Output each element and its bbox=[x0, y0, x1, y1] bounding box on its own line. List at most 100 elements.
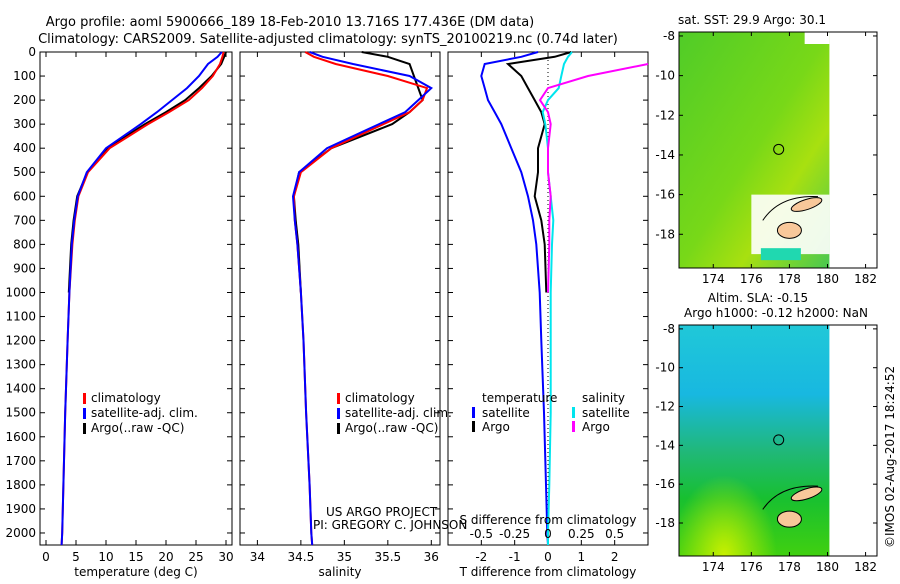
argo-position-marker bbox=[773, 143, 785, 155]
island-vanua-levu bbox=[790, 486, 823, 502]
legend-swatch bbox=[83, 393, 86, 404]
island-viti-levu bbox=[776, 510, 802, 528]
y-tick-label: 1800 bbox=[5, 478, 36, 492]
sla-map-title-2: Argo h1000: -0.12 h2000: NaN bbox=[684, 306, 868, 320]
x-tick-label: 34 bbox=[250, 550, 265, 564]
map-field-highlight bbox=[679, 325, 830, 556]
legend-label: satellite bbox=[482, 406, 530, 420]
pi-label: PI: GREGORY C. JOHNSON bbox=[313, 518, 467, 532]
legend-swatch bbox=[572, 421, 575, 432]
sst-map: 174 176 178 180 182 -8 -10 -12 -14 -16 -18 bbox=[655, 29, 878, 286]
y-tick-label: 2000 bbox=[5, 526, 36, 540]
lon-tick-label: 176 bbox=[740, 560, 763, 574]
series-line-temperature-Argo bbox=[505, 51, 572, 293]
legend-label: Argo bbox=[482, 420, 510, 434]
series-line-satellite-adj-clim- bbox=[291, 51, 433, 546]
legend-label: satellite-adj. clim. bbox=[91, 406, 198, 420]
y-tick-label: 100 bbox=[13, 69, 36, 83]
lon-tick-label: 176 bbox=[740, 272, 763, 286]
lat-tick-label: -16 bbox=[655, 188, 675, 202]
lon-tick-label: 180 bbox=[816, 560, 839, 574]
x-tick-label: 25 bbox=[188, 550, 203, 564]
reef-contour bbox=[762, 196, 819, 221]
island-vanua-levu bbox=[790, 197, 823, 212]
x-tick-label: 2 bbox=[611, 550, 619, 564]
project-label: US ARGO PROJECT bbox=[326, 505, 438, 519]
y-tick-label: 1700 bbox=[5, 454, 36, 468]
salinity-panel: 34 34.5 35 35.5 36 salinity climatologysatelli… bbox=[239, 51, 452, 579]
s-tick-label: -0.25 bbox=[499, 527, 530, 541]
lat-tick-label: -18 bbox=[655, 516, 675, 530]
legend-title-temperature: temperature bbox=[482, 391, 557, 405]
s-axis-label: S difference from climatology bbox=[460, 513, 637, 527]
lon-tick-label: 174 bbox=[702, 560, 725, 574]
y-tick-label: 700 bbox=[13, 213, 36, 227]
s-tick-label: 0.5 bbox=[605, 527, 624, 541]
lon-tick-label: 178 bbox=[778, 560, 801, 574]
s-tick-label: -0.5 bbox=[470, 527, 493, 541]
x-tick-label: 1 bbox=[578, 550, 586, 564]
x-tick-label: 35.5 bbox=[374, 550, 401, 564]
legend-swatch bbox=[337, 408, 340, 419]
legend-swatch bbox=[472, 421, 475, 432]
y-tick-label: 400 bbox=[13, 141, 36, 155]
legend-title-salinity: salinity bbox=[582, 391, 625, 405]
lon-tick-label: 180 bbox=[816, 272, 839, 286]
y-tick-label: 300 bbox=[13, 117, 36, 131]
x-tick-label: 10 bbox=[98, 550, 113, 564]
legend-label: climatology bbox=[91, 391, 161, 405]
lat-tick-label: -14 bbox=[655, 438, 675, 452]
lat-tick-label: -16 bbox=[655, 477, 675, 491]
sla-map: 174 176 178 180 182 -8 -10 -12 -14 -16 -18 bbox=[655, 322, 878, 574]
legend-label: Argo bbox=[582, 420, 610, 434]
map-frame bbox=[678, 324, 878, 557]
x-tick-label: 15 bbox=[128, 550, 143, 564]
lat-tick-label: -18 bbox=[655, 227, 675, 241]
series-line-salinity-Argo bbox=[538, 63, 649, 293]
argo-position-marker bbox=[773, 434, 785, 446]
legend-label: Argo(..raw -QC) bbox=[345, 421, 438, 435]
legend-label: satellite bbox=[582, 406, 630, 420]
lon-tick-label: 174 bbox=[702, 272, 725, 286]
title-line-1: Argo profile: aoml 5900666_189 18-Feb-20… bbox=[46, 15, 535, 30]
missing-data bbox=[804, 32, 830, 44]
island-viti-levu bbox=[776, 221, 802, 239]
y-tick-label: 1900 bbox=[5, 502, 36, 516]
y-tick-label: 1500 bbox=[5, 406, 36, 420]
x-tick-label: 5 bbox=[72, 550, 80, 564]
s-tick-label: 0.25 bbox=[568, 527, 595, 541]
title-line-2: Climatology: CARS2009. Satellite-adjuste… bbox=[38, 32, 618, 47]
series-line-salinity-satellite bbox=[541, 51, 573, 545]
lat-tick-label: -12 bbox=[655, 108, 675, 122]
y-tick-label: 1300 bbox=[5, 358, 36, 372]
y-tick-label: 1600 bbox=[5, 430, 36, 444]
s-tick-label: 0 bbox=[544, 527, 552, 541]
y-tick-label: 1200 bbox=[5, 334, 36, 348]
lon-tick-label: 182 bbox=[854, 272, 877, 286]
plot-frame bbox=[447, 51, 649, 546]
x-tick-label: 0 bbox=[42, 550, 50, 564]
y-tick-label: 600 bbox=[13, 189, 36, 203]
legend-swatch bbox=[337, 423, 340, 434]
difference-panel: -2 -1 0 1 2T difference from climatology -0.5… bbox=[447, 51, 649, 579]
x-axis-label: temperature (deg C) bbox=[74, 565, 197, 579]
lat-tick-label: -10 bbox=[655, 361, 675, 375]
x-tick-label: 36 bbox=[424, 550, 439, 564]
x-tick-label: 20 bbox=[158, 550, 173, 564]
lon-tick-label: 182 bbox=[854, 560, 877, 574]
legend-label: Argo(..raw -QC) bbox=[91, 421, 184, 435]
temperature-panel: 0 5 10 15 20 25 30 temperature (deg C) 0 100 200 30… bbox=[5, 45, 233, 579]
legend-swatch bbox=[337, 393, 340, 404]
y-tick-label: 1400 bbox=[5, 382, 36, 396]
lat-tick-label: -8 bbox=[663, 322, 675, 336]
legend-label: climatology bbox=[345, 391, 415, 405]
legend-label: satellite-adj. clim. bbox=[345, 406, 452, 420]
legend-swatch bbox=[83, 408, 86, 419]
reef-contour bbox=[762, 485, 819, 510]
lat-tick-label: -12 bbox=[655, 400, 675, 414]
lat-tick-label: -10 bbox=[655, 69, 675, 83]
sst-map-title: sat. SST: 29.9 Argo: 30.1 bbox=[678, 13, 826, 27]
lat-tick-label: -8 bbox=[663, 29, 675, 43]
x-tick-label: -2 bbox=[475, 550, 487, 564]
